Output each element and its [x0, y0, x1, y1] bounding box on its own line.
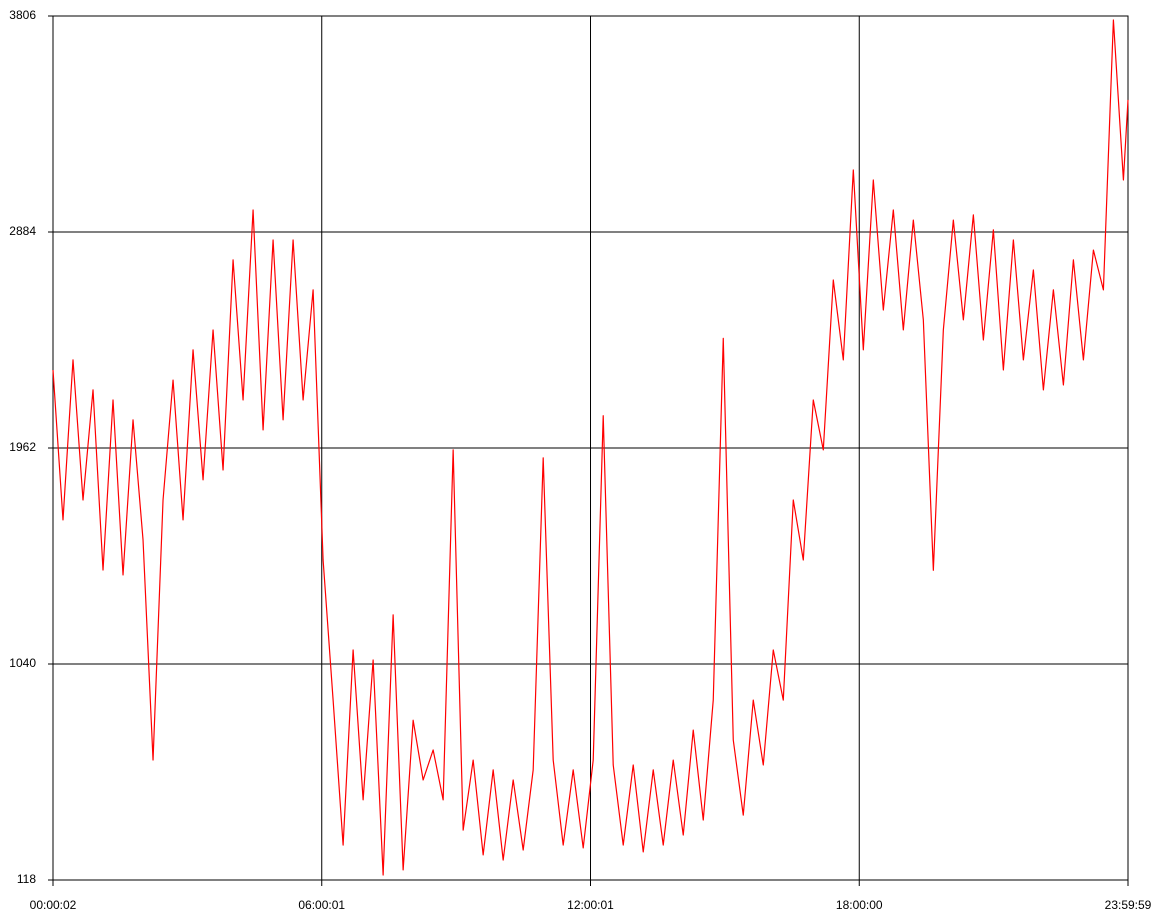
x-tick-label: 12:00:01 — [567, 898, 614, 912]
y-tick-label: 1040 — [9, 656, 36, 670]
x-tick-label: 06:00:01 — [298, 898, 345, 912]
data-line — [52, 19, 1129, 876]
y-tick-label: 3806 — [9, 8, 36, 22]
x-tick-label: 23:59:59 — [1105, 898, 1152, 912]
x-tick-label: 00:00:02 — [30, 898, 77, 912]
y-tick-label: 2884 — [9, 224, 36, 238]
x-tick-label: 18:00:00 — [836, 898, 883, 912]
y-tick-label: 1962 — [9, 440, 36, 454]
y-tick-label: 118 — [17, 872, 36, 886]
